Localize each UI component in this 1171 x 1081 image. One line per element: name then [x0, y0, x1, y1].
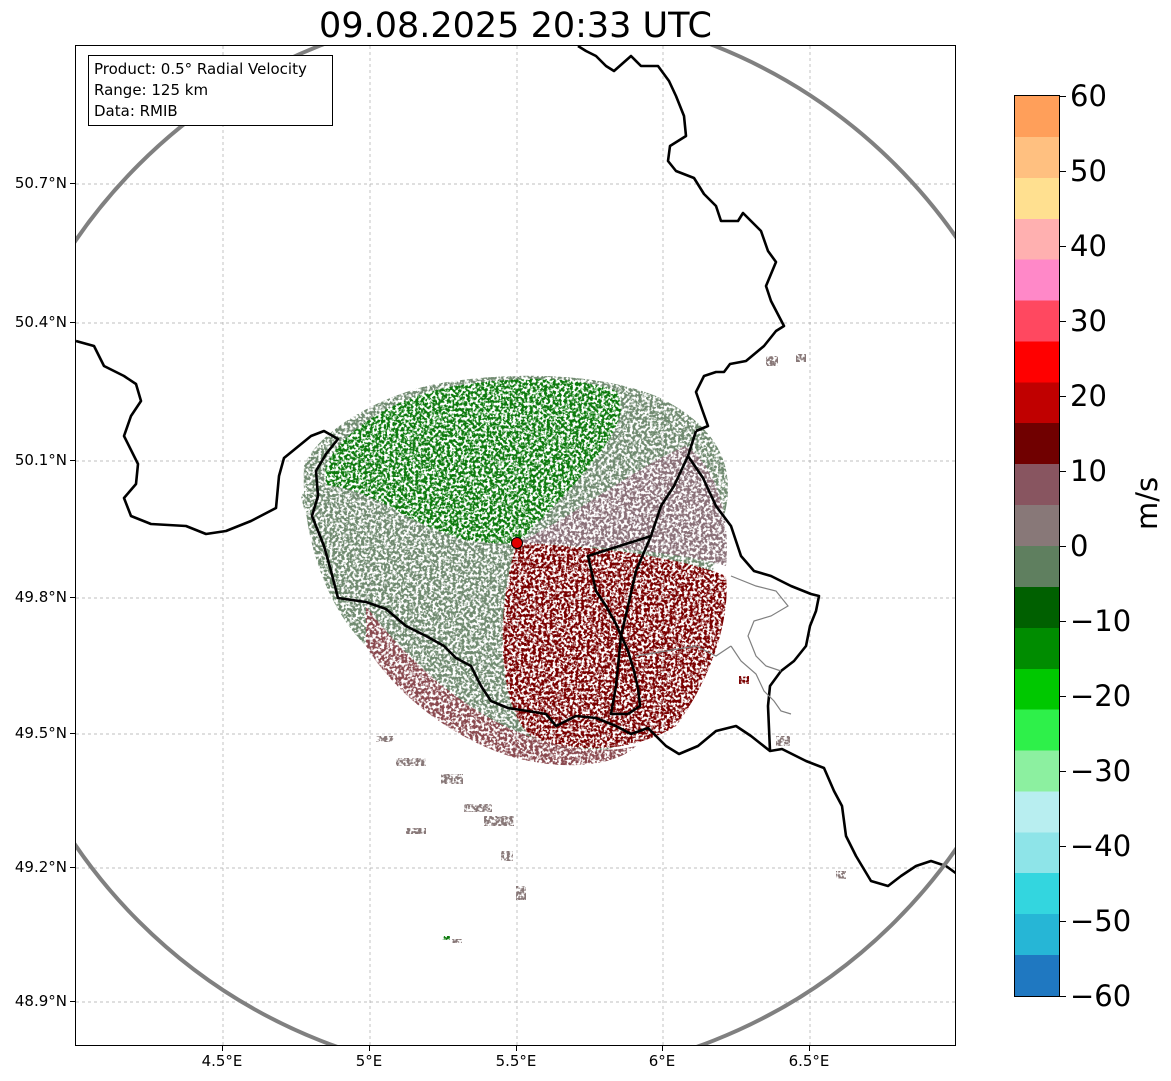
colorbar-label: −40 — [1070, 829, 1132, 863]
colorbar-label: 10 — [1070, 454, 1107, 488]
colorbar-tick — [1060, 546, 1066, 547]
map-title: 09.08.2025 20:33 UTC — [319, 6, 712, 46]
colorbar-tick — [1060, 921, 1066, 922]
colorbar-label: 20 — [1070, 379, 1107, 413]
map-canvas — [76, 46, 955, 1045]
lat-label: 49.5°N — [14, 724, 67, 742]
velocity-echoes — [301, 354, 846, 943]
lon-tick — [662, 1046, 663, 1051]
colorbar-tick — [1060, 96, 1066, 97]
lat-label: 49.2°N — [14, 858, 67, 876]
lat-tick — [70, 460, 75, 461]
lat-tick — [70, 597, 75, 598]
info-box: Product: 0.5° Radial Velocity Range: 125… — [88, 55, 333, 126]
radar-map[interactable] — [75, 45, 956, 1046]
lat-tick — [70, 1001, 75, 1002]
lat-label: 49.8°N — [14, 588, 67, 606]
info-range: Range: 125 km — [94, 81, 209, 99]
lat-tick — [70, 867, 75, 868]
colorbar-label: −10 — [1070, 604, 1132, 638]
lat-label: 50.4°N — [14, 313, 67, 331]
lat-tick — [70, 322, 75, 323]
colorbar-tick — [1060, 996, 1066, 997]
colorbar-label: 60 — [1070, 79, 1107, 113]
colorbar-tick — [1060, 171, 1066, 172]
info-data-source: Data: RMIB — [94, 102, 178, 120]
lat-label: 50.7°N — [14, 174, 67, 192]
lat-tick — [70, 183, 75, 184]
colorbar-label: 40 — [1070, 229, 1107, 263]
lon-tick — [516, 1046, 517, 1051]
colorbar-label: 0 — [1070, 529, 1089, 563]
radar-site-marker — [511, 537, 523, 549]
lat-label: 48.9°N — [14, 992, 67, 1010]
colorbar-label: 30 — [1070, 304, 1107, 338]
colorbar-tick — [1060, 696, 1066, 697]
colorbar-unit: m/s — [1130, 476, 1164, 530]
colorbar-tick — [1060, 771, 1066, 772]
colorbar — [1014, 95, 1060, 997]
colorbar-label: −30 — [1070, 754, 1132, 788]
lon-label: 6.5°E — [788, 1052, 830, 1070]
lat-label: 50.1°N — [14, 451, 67, 469]
lon-tick — [369, 1046, 370, 1051]
colorbar-tick — [1060, 321, 1066, 322]
colorbar-tick — [1060, 846, 1066, 847]
lat-tick — [70, 733, 75, 734]
colorbar-label: −20 — [1070, 679, 1132, 713]
info-product: Product: 0.5° Radial Velocity — [94, 60, 307, 78]
colorbar-label: −60 — [1070, 979, 1132, 1013]
lon-label: 5°E — [355, 1052, 383, 1070]
lon-tick — [809, 1046, 810, 1051]
lon-label: 5.5°E — [495, 1052, 537, 1070]
colorbar-tick — [1060, 246, 1066, 247]
country-borders — [76, 46, 955, 888]
colorbar-label: 50 — [1070, 154, 1107, 188]
lon-tick — [222, 1046, 223, 1051]
colorbar-tick — [1060, 621, 1066, 622]
lon-label: 6°E — [648, 1052, 676, 1070]
colorbar-tick — [1060, 396, 1066, 397]
colorbar-tick — [1060, 471, 1066, 472]
lon-label: 4.5°E — [201, 1052, 243, 1070]
colorbar-label: −50 — [1070, 904, 1132, 938]
region-borders — [635, 575, 792, 715]
